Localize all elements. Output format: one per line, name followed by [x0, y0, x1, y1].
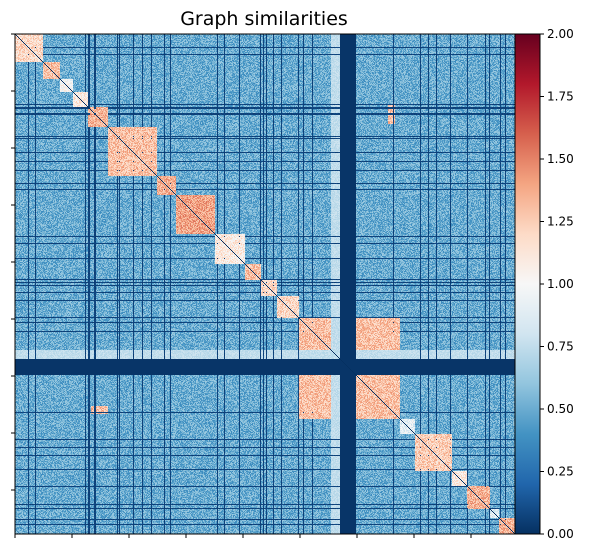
colorbar-tick-label: 2.00: [547, 27, 574, 41]
heatmap-plot-area: [11, 33, 516, 538]
x-axis-ticks: [14, 534, 472, 538]
y-axis-ticks: [11, 33, 15, 491]
heatmap-matrix: [15, 34, 515, 534]
colorbar-tick-label: 1.75: [547, 90, 574, 104]
colorbar-tick-label: 1.25: [547, 215, 574, 229]
colorbar-gradient: [515, 34, 540, 534]
colorbar-tick-label: 0.75: [547, 340, 574, 354]
colorbar-tick-label: 1.00: [547, 277, 574, 291]
colorbar: 0.00 0.25 0.50 0.75 1.00 1.25 1.50 1.75 2.00: [514, 27, 574, 541]
chart-title: Graph similarities: [180, 8, 348, 30]
colorbar-tick-label: 0.25: [547, 465, 574, 479]
colorbar-tick-label: 0.50: [547, 402, 574, 416]
colorbar-ticks: 0.00 0.25 0.50 0.75 1.00 1.25 1.50 1.75 2.00: [540, 27, 574, 541]
colorbar-tick-label: 0.00: [547, 527, 574, 541]
colorbar-tick-label: 1.50: [547, 152, 574, 166]
